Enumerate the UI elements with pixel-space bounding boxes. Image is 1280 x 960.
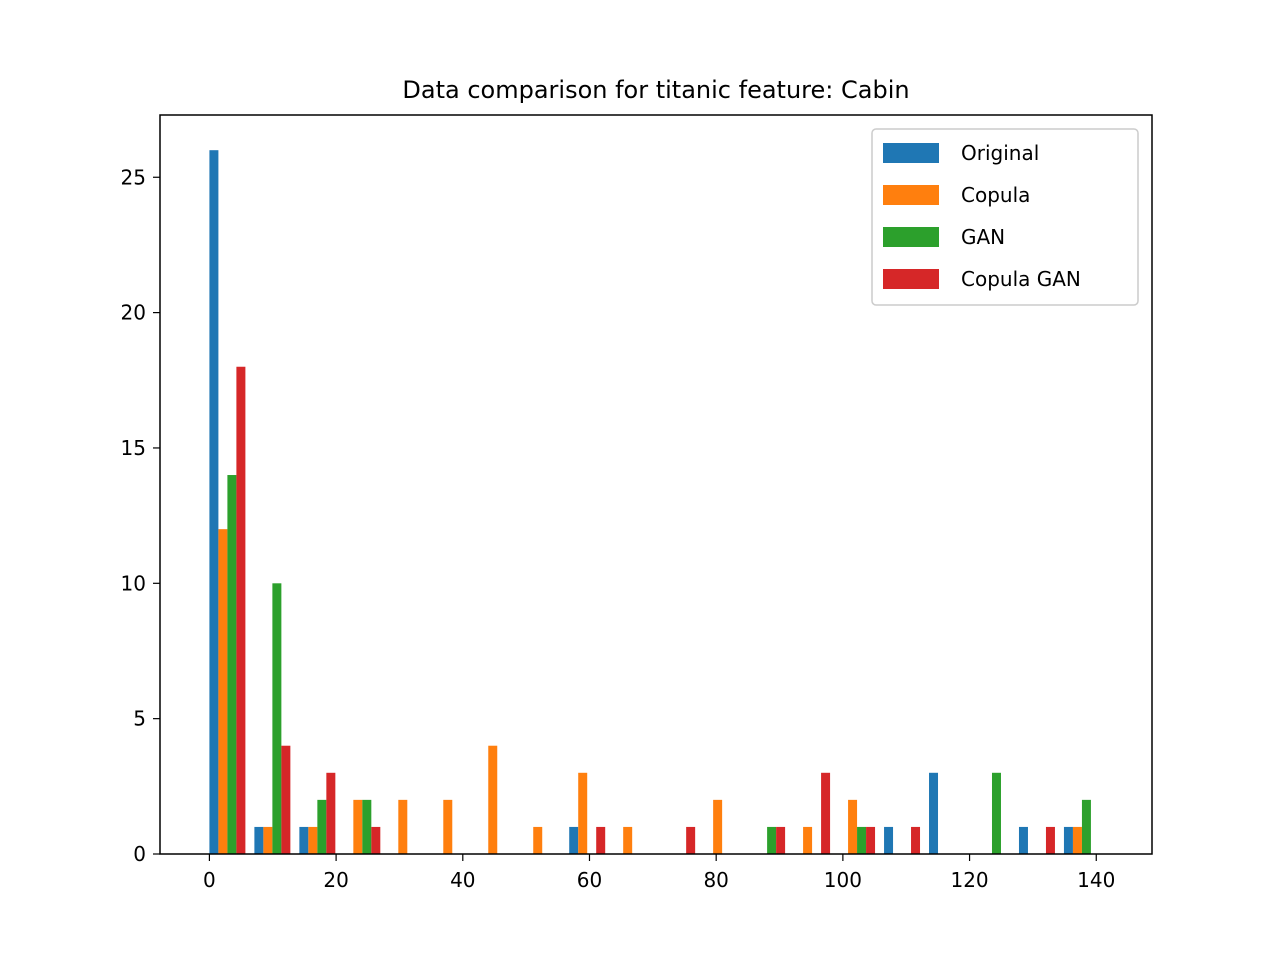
- legend-swatch-copula-gan: [883, 269, 939, 289]
- y-tick-label: 10: [121, 571, 146, 595]
- bar-original: [1063, 826, 1073, 854]
- bar-copula-gan: [1045, 826, 1055, 854]
- bar-gan: [857, 826, 867, 854]
- legend-swatch-gan: [883, 227, 939, 247]
- bar-copula: [218, 529, 228, 854]
- x-tick-label: 0: [203, 868, 216, 892]
- legend-label-copula: Copula: [961, 183, 1030, 207]
- legend-box: [871, 128, 1139, 306]
- x-tick-label: 80: [703, 868, 728, 892]
- bar-copula: [353, 799, 363, 854]
- bar-copula-gan: [776, 826, 786, 854]
- legend-label-original: Original: [961, 141, 1039, 165]
- legend-label-gan: GAN: [961, 225, 1005, 249]
- bar-copula: [578, 772, 588, 854]
- bar-copula-gan: [236, 366, 246, 854]
- bar-copula: [443, 799, 453, 854]
- bar-copula: [623, 826, 633, 854]
- legend: Original Copula GAN Copula GAN: [871, 128, 1139, 306]
- bar-copula-gan: [686, 826, 696, 854]
- y-axis: 0 5 10 15 20 25: [121, 165, 160, 866]
- legend-label-copula-gan: Copula GAN: [961, 267, 1081, 291]
- bar-copula-gan: [911, 826, 921, 854]
- y-tick-label: 25: [121, 165, 146, 189]
- x-tick-label: 40: [450, 868, 475, 892]
- x-tick-label: 120: [950, 868, 988, 892]
- y-tick-label: 0: [133, 842, 146, 866]
- y-tick-label: 15: [121, 436, 146, 460]
- bar-copula: [1072, 826, 1082, 854]
- bar-copula-gan: [371, 826, 381, 854]
- bar-copula: [848, 799, 858, 854]
- bar-gan: [767, 826, 777, 854]
- bar-gan: [1081, 799, 1091, 854]
- bar-copula-gan: [821, 772, 831, 854]
- bar-copula: [803, 826, 813, 854]
- y-tick-label: 5: [133, 707, 146, 731]
- plot-frame: [159, 114, 1153, 855]
- bar-copula: [398, 799, 408, 854]
- bar-copula: [713, 799, 723, 854]
- bar-copula: [533, 826, 543, 854]
- bar-copula-gan: [326, 772, 336, 854]
- x-tick-label: 100: [824, 868, 862, 892]
- bar-copula-gan: [866, 826, 876, 854]
- x-axis: 0 20 40 60 80 100 120 140: [203, 854, 1115, 892]
- bar-copula-gan: [596, 826, 606, 854]
- bars-group: [209, 150, 1091, 854]
- bar-original: [884, 826, 894, 854]
- bar-copula: [308, 826, 318, 854]
- bar-original: [569, 826, 579, 854]
- bar-gan: [317, 799, 327, 854]
- bar-copula: [488, 745, 498, 854]
- bar-original: [254, 826, 264, 854]
- bar-original: [929, 772, 939, 854]
- chart-title: Data comparison for titanic feature: Cab…: [402, 76, 909, 104]
- legend-swatch-copula: [883, 185, 939, 205]
- legend-swatch-original: [883, 143, 939, 163]
- bar-copula-gan: [281, 745, 291, 854]
- x-tick-label: 60: [577, 868, 602, 892]
- x-tick-label: 20: [323, 868, 348, 892]
- bar-original: [209, 150, 219, 854]
- bar-original: [1018, 826, 1028, 854]
- x-tick-label: 140: [1077, 868, 1115, 892]
- bar-original: [299, 826, 309, 854]
- bar-gan: [227, 475, 237, 854]
- y-tick-label: 20: [121, 301, 146, 325]
- bar-copula: [263, 826, 273, 854]
- bar-gan: [991, 772, 1001, 854]
- bar-gan: [362, 799, 372, 854]
- bar-gan: [272, 583, 282, 854]
